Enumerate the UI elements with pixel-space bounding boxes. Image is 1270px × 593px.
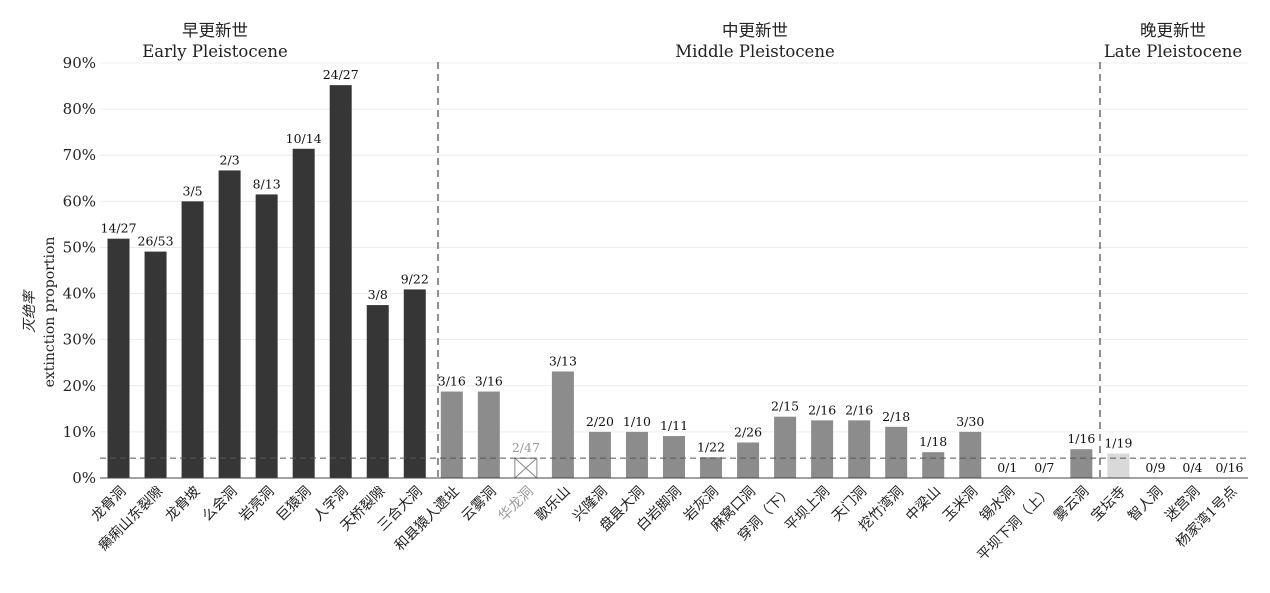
category-label: 中梁山 [903, 484, 944, 525]
category-label: 岩亮洞 [236, 483, 278, 525]
bar-16 [663, 436, 685, 478]
value-label: 3/16 [438, 374, 466, 389]
value-label: 3/16 [475, 374, 503, 389]
value-label: 0/7 [1034, 460, 1054, 475]
category-label: 雾云洞 [1051, 484, 1092, 525]
period-early-en: Early Pleistocene [142, 42, 287, 61]
y-axis-label: 灭绝率 extinction proportion [22, 237, 58, 388]
y-tick-label: 0% [72, 469, 96, 487]
gridlines [100, 62, 1248, 433]
period-late-en: Late Pleistocene [1104, 42, 1242, 61]
y-axis-label-cn: 灭绝率 [22, 289, 38, 333]
y-tick-label: 70% [63, 146, 96, 164]
value-label: 3/30 [956, 414, 984, 429]
value-label: 1/18 [919, 434, 947, 449]
y-tick-label: 90% [63, 54, 96, 72]
bar-28 [1107, 453, 1130, 478]
y-tick-label: 20% [63, 377, 96, 395]
value-label: 0/4 [1182, 460, 1202, 475]
bar-13 [551, 371, 574, 478]
category-label: 癞痢山东裂隙 [95, 483, 166, 554]
bar-7 [329, 85, 352, 478]
y-tick-label: 60% [63, 192, 96, 210]
bar-17 [700, 457, 723, 478]
bar-2 [144, 251, 167, 478]
value-label: 8/13 [253, 176, 281, 191]
value-label: 10/14 [286, 131, 322, 146]
category-labels: 龙骨洞癞痢山东裂隙龙骨坡么会洞岩亮洞巨猿洞人字洞天桥裂隙三合大洞和县猿人遗址云雾… [88, 483, 1240, 564]
bar-10 [440, 391, 463, 478]
value-label: 0/16 [1215, 460, 1243, 475]
bar-4 [218, 170, 241, 478]
bar-9 [403, 289, 426, 478]
value-label: 9/22 [401, 271, 429, 286]
bar-20 [811, 420, 834, 478]
value-label: 1/22 [697, 439, 725, 454]
value-label: 1/16 [1067, 431, 1095, 446]
category-label: 巨猿洞 [273, 484, 314, 525]
bar-15 [625, 431, 648, 478]
category-label: 宝坛寺 [1088, 484, 1129, 525]
value-label: 0/1 [997, 460, 1017, 475]
category-label: 华龙洞 [496, 484, 537, 525]
bar-1 [107, 238, 130, 478]
bar-18 [737, 442, 760, 478]
value-label: 2/15 [771, 399, 799, 414]
period-late-cn: 晚更新世 [1140, 21, 1206, 40]
bar-3 [181, 201, 204, 479]
value-label: 1/11 [660, 418, 688, 433]
y-tick-label: 80% [63, 100, 96, 118]
y-axis-label-en: extinction proportion [42, 237, 58, 388]
category-label: 歌乐山 [533, 484, 574, 525]
category-label: 玉米洞 [940, 484, 981, 525]
value-label: 2/20 [586, 414, 614, 429]
value-label: 2/47 [512, 440, 540, 455]
value-label: 14/27 [101, 221, 137, 236]
value-label: 3/13 [549, 353, 577, 368]
value-label: 2/16 [845, 402, 873, 417]
y-tick-label: 10% [63, 423, 96, 441]
period-middle-cn: 中更新世 [722, 21, 788, 40]
bar-24 [959, 431, 982, 478]
bar-19 [774, 416, 797, 478]
y-tick-label: 50% [63, 238, 96, 256]
bar-14 [588, 431, 611, 478]
value-label: 0/9 [1145, 460, 1165, 475]
value-label: 2/26 [734, 424, 762, 439]
period-middle-en: Middle Pleistocene [675, 42, 834, 61]
category-label: 龙骨坡 [162, 484, 203, 525]
y-tick-label: 40% [63, 285, 96, 303]
value-label: 1/10 [623, 414, 651, 429]
bar-27 [1070, 449, 1093, 478]
bars [107, 85, 1130, 479]
bar-8 [366, 305, 389, 478]
value-label: 2/3 [220, 152, 240, 167]
y-axis-ticks: 0% 10% 20% 30% 40% 50% 60% 70% 80% 90% [63, 54, 96, 487]
y-tick-label: 30% [63, 331, 96, 349]
category-label: 么会洞 [199, 484, 240, 525]
bar-22 [885, 426, 908, 478]
value-label: 3/5 [183, 183, 203, 198]
value-label: 26/53 [138, 234, 174, 249]
bar-6 [292, 148, 315, 478]
bar-21 [848, 420, 871, 478]
bar-hatch [514, 457, 538, 479]
bar-23 [922, 452, 945, 478]
category-label: 云雾洞 [459, 484, 500, 525]
value-label: 2/18 [882, 409, 910, 424]
value-label: 2/16 [808, 402, 836, 417]
bar-5 [255, 194, 278, 478]
value-label: 1/19 [1104, 436, 1132, 451]
value-label: 24/27 [323, 67, 359, 82]
category-label: 智人洞 [1125, 484, 1166, 525]
period-early-cn: 早更新世 [182, 21, 248, 40]
value-label: 3/8 [368, 287, 388, 302]
bar-11 [477, 391, 500, 478]
